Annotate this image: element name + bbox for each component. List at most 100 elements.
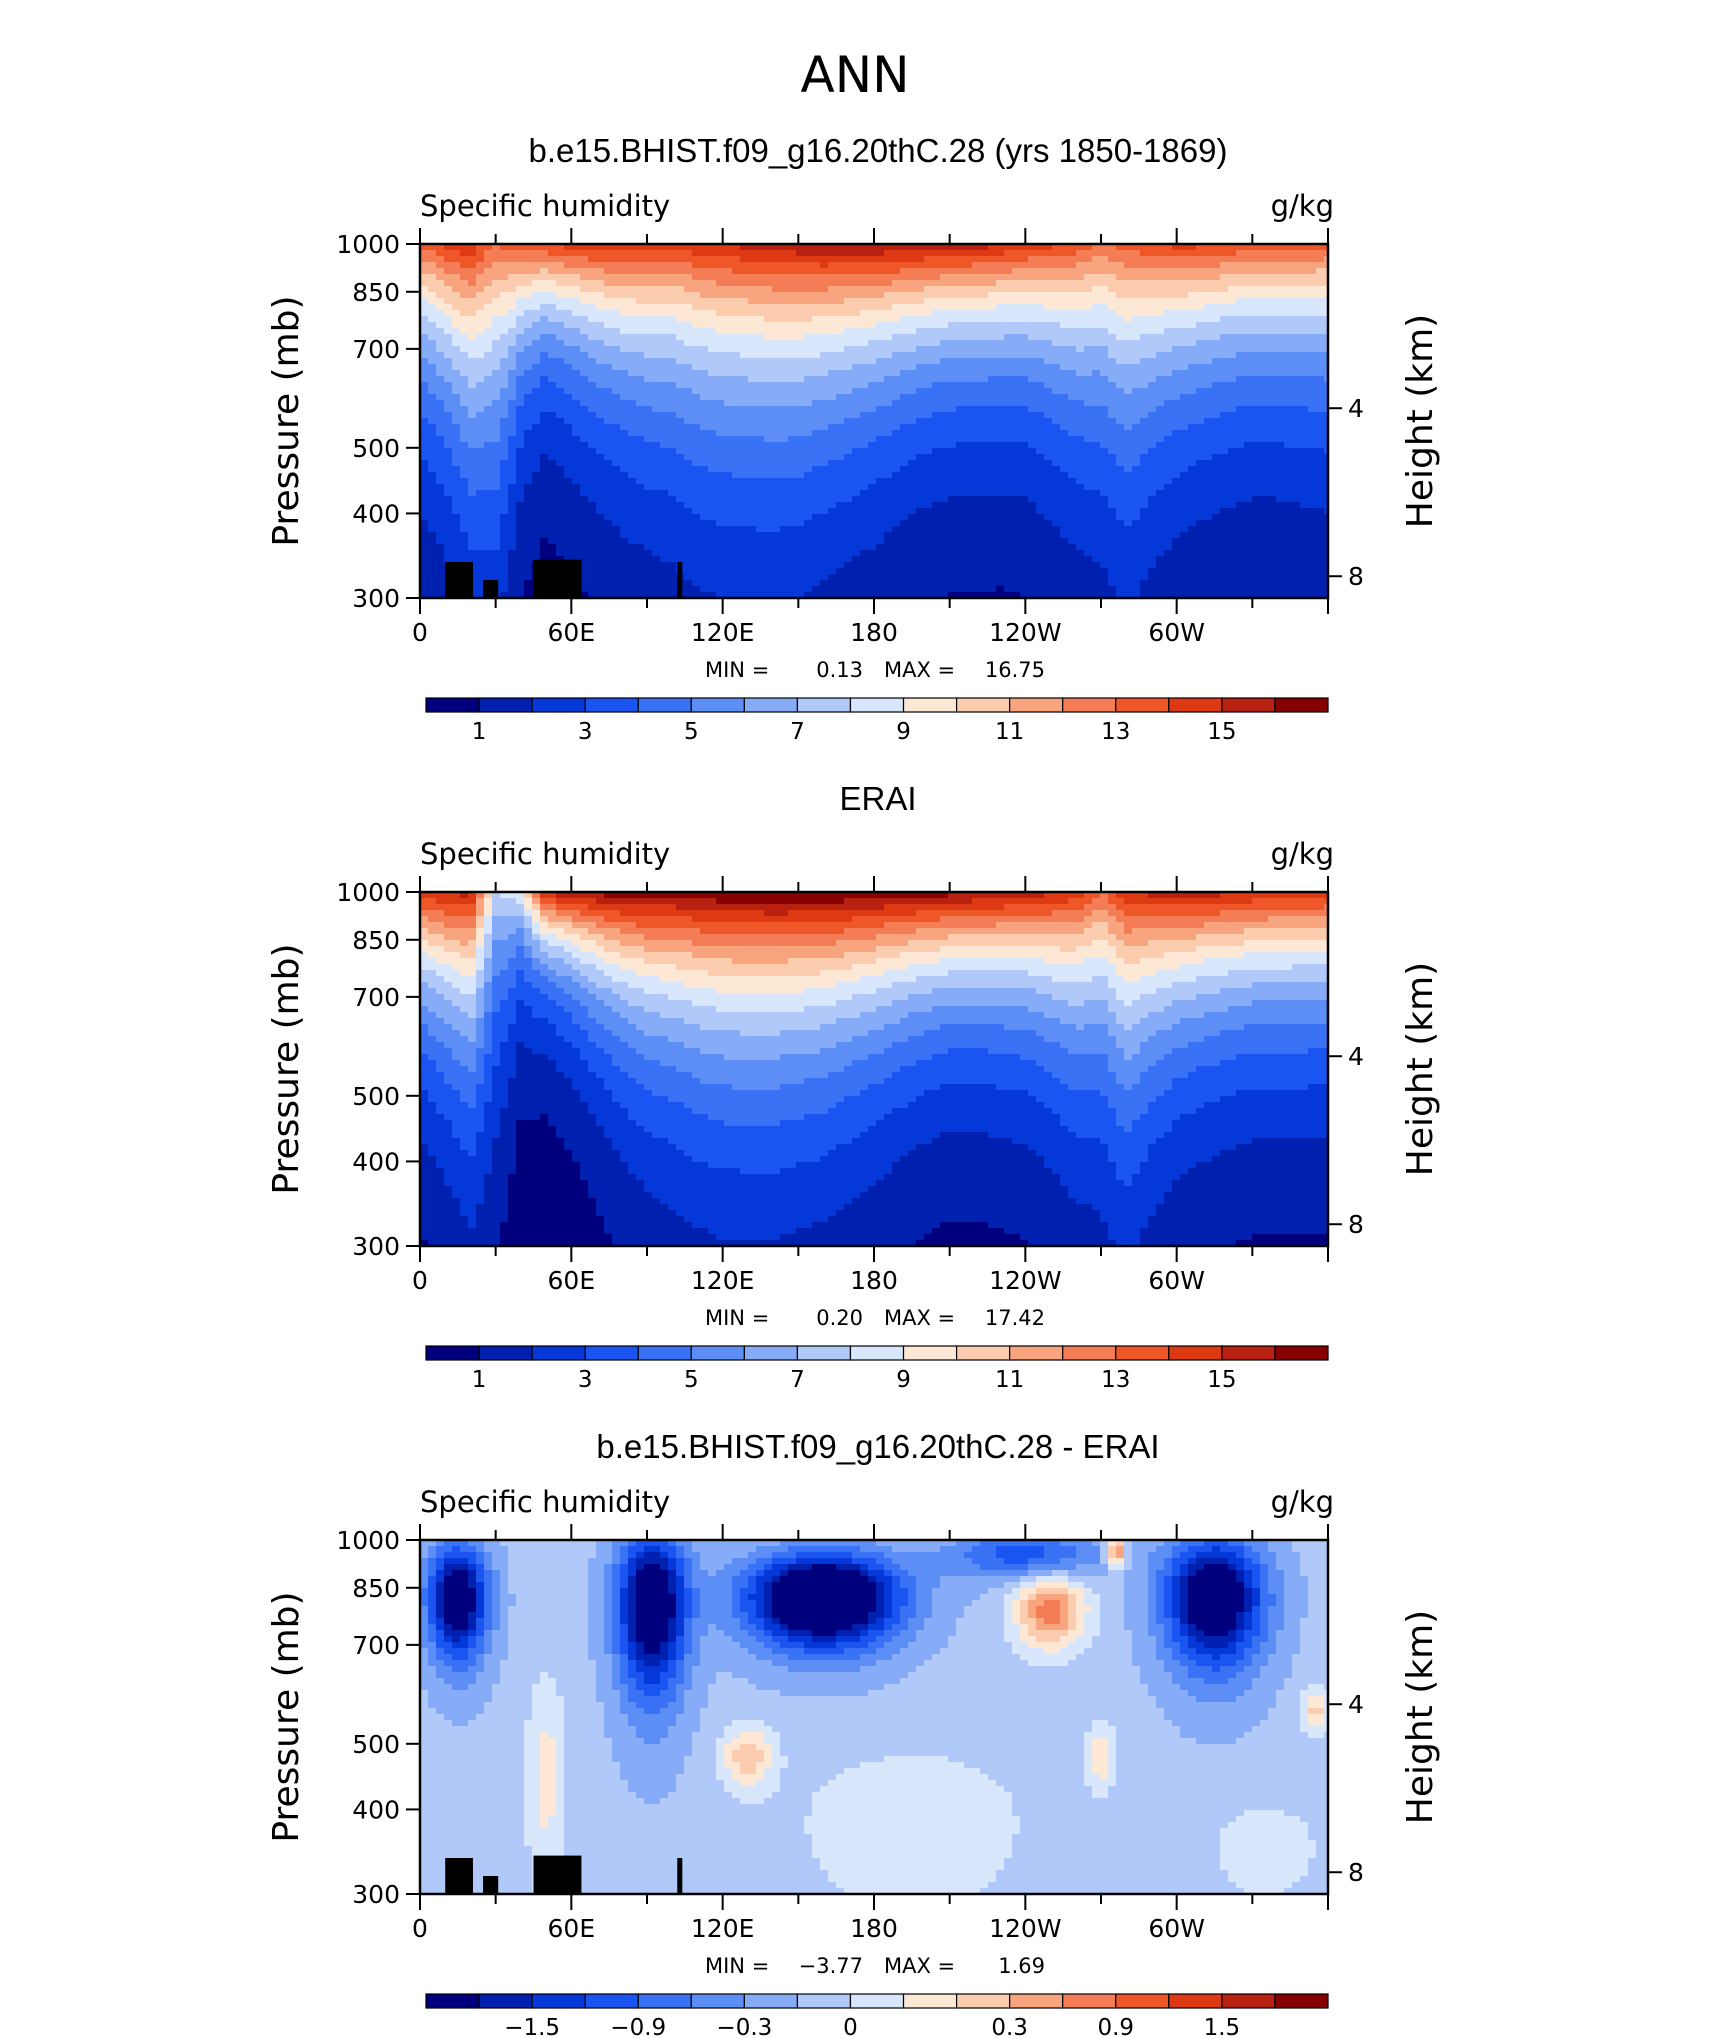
field-cell: [892, 544, 901, 551]
field-cell: [788, 376, 797, 383]
field-cell: [572, 268, 581, 275]
field-cell: [700, 370, 709, 377]
field-cell: [804, 358, 813, 365]
field-cell: [604, 586, 613, 593]
field-cell: [988, 520, 997, 527]
field-cell: [852, 412, 861, 419]
field-cell: [436, 346, 445, 353]
field-cell: [860, 466, 869, 473]
field-cell: [1020, 322, 1029, 329]
field-cell: [772, 460, 781, 467]
field-cell: [676, 466, 685, 473]
field-cell: [644, 454, 653, 461]
field-cell: [804, 304, 813, 311]
field-cell: [548, 280, 557, 287]
field-cell: [1028, 478, 1037, 485]
field-cell: [948, 460, 957, 467]
field-cell: [484, 574, 493, 581]
field-cell: [852, 346, 861, 353]
field-cell: [924, 286, 933, 293]
field-cell: [916, 364, 925, 371]
field-cell: [548, 304, 557, 311]
field-cell: [1028, 418, 1037, 425]
field-cell: [1052, 406, 1061, 413]
field-cell: [876, 316, 885, 323]
field-cell: [1020, 268, 1029, 275]
field-cell: [764, 400, 773, 407]
field-cell: [924, 394, 933, 401]
field-cell: [796, 454, 805, 461]
field-cell: [804, 268, 813, 275]
field-cell: [788, 412, 797, 419]
field-cell: [1044, 250, 1053, 257]
field-cell: [468, 472, 477, 479]
field-cell: [1028, 520, 1037, 527]
field-cell: [748, 532, 757, 539]
field-cell: [1020, 382, 1029, 389]
field-cell: [436, 412, 445, 419]
field-cell: [972, 520, 981, 527]
field-cell: [716, 490, 725, 497]
field-cell: [852, 268, 861, 275]
field-cell: [980, 394, 989, 401]
field-cell: [1020, 352, 1029, 359]
field-cell: [812, 256, 821, 263]
field-cell: [1068, 574, 1077, 581]
field-cell: [556, 496, 565, 503]
field-cell: [612, 484, 621, 491]
field-cell: [780, 322, 789, 329]
field-cell: [524, 412, 533, 419]
field-cell: [684, 586, 693, 593]
field-cell: [556, 532, 565, 539]
field-cell: [924, 370, 933, 377]
field-cell: [1020, 478, 1029, 485]
field-cell: [860, 574, 869, 581]
field-cell: [660, 286, 669, 293]
field-cell: [860, 304, 869, 311]
field-cell: [892, 262, 901, 269]
field-cell: [1004, 448, 1013, 455]
field-cell: [988, 496, 997, 503]
field-cell: [972, 538, 981, 545]
field-cell: [428, 538, 437, 545]
field-cell: [492, 256, 501, 263]
field-cell: [996, 544, 1005, 551]
field-cell: [572, 424, 581, 431]
field-cell: [420, 292, 429, 299]
field-cell: [964, 430, 973, 437]
field-cell: [724, 352, 733, 359]
field-cell: [468, 328, 477, 335]
field-cell: [484, 424, 493, 431]
field-cell: [852, 274, 861, 281]
field-cell: [452, 478, 461, 485]
field-cell: [540, 388, 549, 395]
field-cell: [844, 550, 853, 557]
field-cell: [1076, 448, 1085, 455]
field-cell: [884, 256, 893, 263]
field-cell: [1060, 478, 1069, 485]
field-cell: [860, 586, 869, 593]
field-cell: [588, 268, 597, 275]
field-cell: [740, 376, 749, 383]
field-cell: [932, 274, 941, 281]
field-cell: [940, 580, 949, 587]
field-cell: [492, 550, 501, 557]
field-cell: [612, 280, 621, 287]
field-cell: [420, 556, 429, 563]
field-cell: [860, 394, 869, 401]
field-cell: [420, 544, 429, 551]
field-cell: [972, 436, 981, 443]
field-cell: [492, 310, 501, 317]
field-cell: [604, 352, 613, 359]
field-cell: [532, 286, 541, 293]
field-cell: [1004, 574, 1013, 581]
field-cell: [740, 586, 749, 593]
field-cell: [508, 454, 517, 461]
field-cell: [548, 388, 557, 395]
field-cell: [436, 448, 445, 455]
field-cell: [876, 388, 885, 395]
field-cell: [564, 436, 573, 443]
field-cell: [540, 472, 549, 479]
field-cell: [772, 370, 781, 377]
field-cell: [660, 556, 669, 563]
